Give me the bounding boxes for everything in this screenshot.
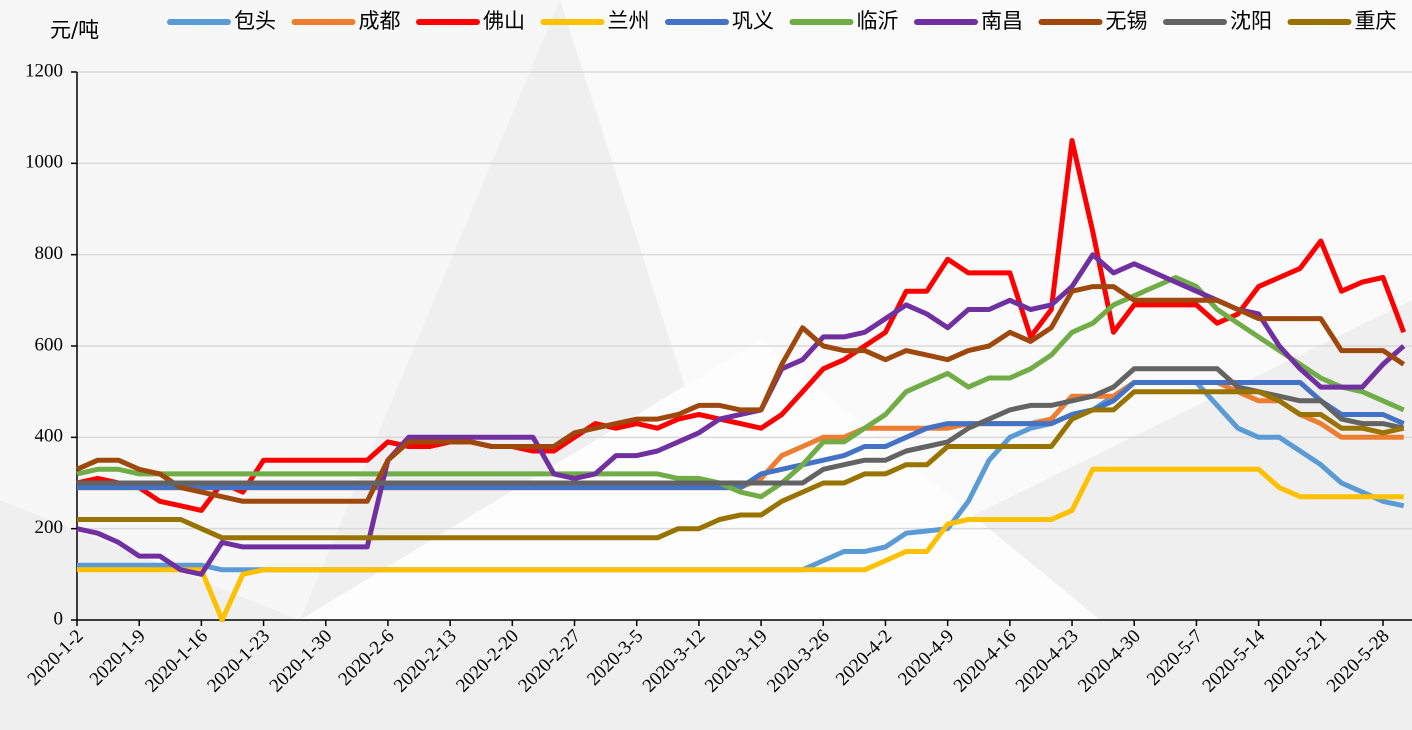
y-tick-label: 400: [35, 426, 64, 447]
legend-label: 包头: [234, 9, 276, 33]
series-line: [77, 366, 1405, 486]
y-tick-label: 200: [35, 517, 64, 538]
legend-label: 成都: [359, 9, 401, 33]
y-tick-label: 600: [35, 334, 64, 355]
legend-label: 佛山: [483, 9, 525, 33]
legend-label: 无锡: [1106, 9, 1148, 33]
legend-label: 兰州: [608, 9, 650, 33]
y-tick-label: 1200: [25, 60, 63, 81]
y-tick-label: 800: [35, 243, 64, 264]
legend-label: 南昌: [981, 9, 1023, 33]
legend-label: 巩义: [732, 9, 774, 33]
series-line: [76, 275, 1405, 500]
series-line: [76, 252, 1406, 577]
legend-label: 重庆: [1355, 9, 1397, 33]
y-tick-label: 1000: [25, 152, 63, 173]
y-tick-label: 0: [54, 608, 64, 629]
legend-label: 临沂: [857, 9, 899, 33]
legend-label: 沈阳: [1230, 9, 1272, 33]
series-line: [75, 284, 1406, 504]
series-line: [77, 466, 1404, 623]
series-line: [76, 138, 1407, 513]
series-line: [77, 380, 1405, 491]
background-shape: [0, 0, 560, 620]
series-line: [77, 389, 1405, 541]
y-axis-unit: 元/吨: [50, 18, 99, 42]
